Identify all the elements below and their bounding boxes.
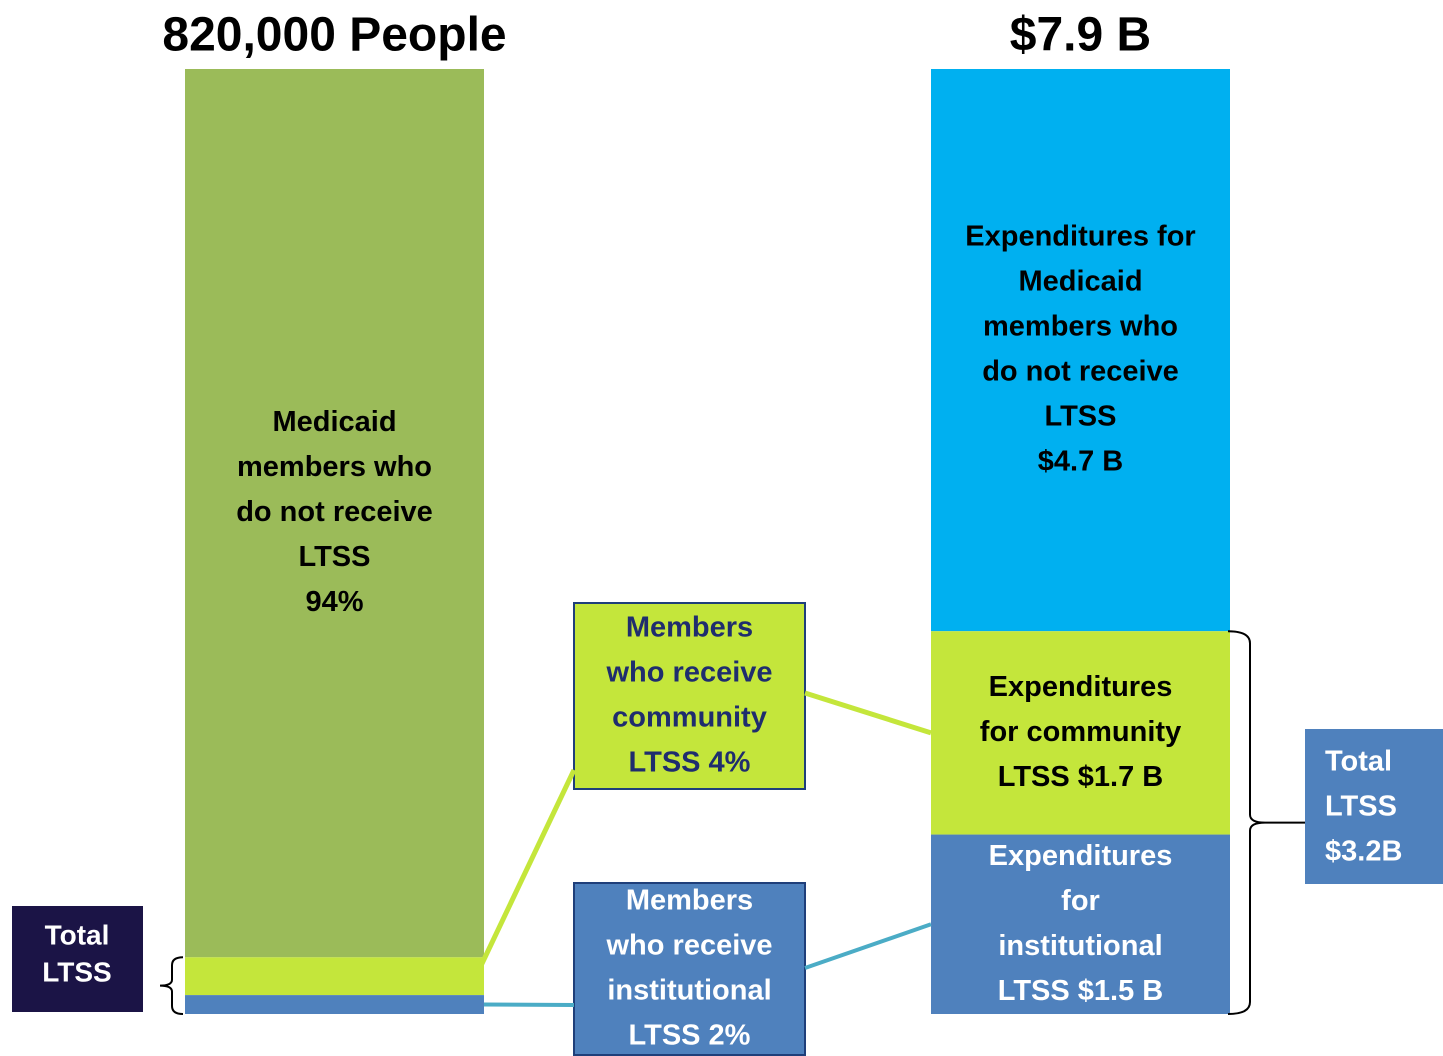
- chart-title: 820,000 People: [162, 9, 506, 62]
- total-label: Total: [1325, 746, 1392, 778]
- segment-label: who receive: [605, 656, 772, 688]
- total-label: Total: [45, 919, 110, 950]
- segment-label: Medicaid: [272, 406, 396, 438]
- label-line: do not receive: [236, 496, 433, 528]
- value-label: $1.5 B: [1078, 974, 1163, 1006]
- segment-label: who receive: [605, 929, 772, 961]
- label-line: who receive: [605, 929, 772, 961]
- value-label: 94%: [305, 586, 363, 618]
- segment-label: Expenditures: [989, 671, 1173, 703]
- bar-segment: [931, 834, 1230, 1014]
- label-line: institutional: [998, 929, 1162, 961]
- segment-label: members who: [237, 451, 432, 483]
- value-label: $4.7 B: [1038, 445, 1123, 477]
- segment-label: Expenditures for: [965, 220, 1195, 252]
- label-line: for: [1061, 884, 1100, 916]
- label-line: LTSS: [629, 1019, 701, 1051]
- total-label: LTSS: [1325, 791, 1397, 823]
- callout-box: [573, 882, 806, 1056]
- label-line: members who: [237, 451, 432, 483]
- segment-label: LTSS: [299, 541, 371, 573]
- total-box: [12, 906, 143, 1012]
- label-line: LTSS: [629, 746, 701, 778]
- label-line: community: [612, 701, 767, 733]
- bar-segment: [185, 995, 484, 1014]
- segment-label: Members: [626, 884, 753, 916]
- segment-label: community: [612, 701, 767, 733]
- chart-title: $7.9 B: [1010, 9, 1151, 62]
- label-line: Expenditures: [989, 839, 1173, 871]
- callout-box: [573, 602, 806, 790]
- label-line: who receive: [605, 656, 772, 688]
- total-value-label: $3.2B: [1325, 836, 1402, 868]
- segment-label: do not receive: [982, 355, 1179, 387]
- segment-label: LTSS 2%: [629, 1019, 751, 1051]
- segment-label: institutional: [607, 974, 771, 1006]
- segment-label: for: [1061, 884, 1100, 916]
- segment-label: LTSS 4%: [629, 746, 751, 778]
- segment-label: LTSS: [1045, 400, 1117, 432]
- value-label: 4%: [709, 746, 751, 778]
- label-line: Expenditures: [989, 671, 1173, 703]
- segment-label: for community: [980, 716, 1181, 748]
- label-line: Medicaid: [1018, 265, 1142, 297]
- segment-label: Expenditures: [989, 839, 1173, 871]
- label-line: LTSS: [299, 541, 371, 573]
- label-line: do not receive: [982, 355, 1179, 387]
- segment-label: do not receive: [236, 496, 433, 528]
- connector: [804, 922, 932, 970]
- bar-segment: [931, 69, 1230, 632]
- brace: [159, 956, 184, 1015]
- label-line: LTSS: [998, 974, 1070, 1006]
- connector: [804, 690, 932, 736]
- connector: [473, 768, 577, 978]
- segment-label: institutional: [998, 929, 1162, 961]
- segment-label: LTSS $1.5 B: [998, 974, 1163, 1006]
- label-line: Expenditures for: [965, 220, 1195, 252]
- label-line: for community: [980, 716, 1181, 748]
- brace: [1227, 630, 1266, 1015]
- label-line: LTSS: [1045, 400, 1117, 432]
- bar-segment: [931, 631, 1230, 835]
- label-line: Medicaid: [272, 406, 396, 438]
- bar-segment: [185, 957, 484, 996]
- segment-label: LTSS $1.7 B: [998, 761, 1163, 793]
- segment-label: Medicaid: [1018, 265, 1142, 297]
- label-line: institutional: [607, 974, 771, 1006]
- total-label: LTSS: [42, 956, 111, 987]
- label-line: Members: [626, 611, 753, 643]
- bar-segment: [185, 69, 484, 958]
- total-box: [1305, 729, 1443, 884]
- label-line: Members: [626, 884, 753, 916]
- label-line: LTSS: [998, 761, 1070, 793]
- label-line: members who: [983, 310, 1178, 342]
- segment-label: Members: [626, 611, 753, 643]
- segment-label: members who: [983, 310, 1178, 342]
- value-label: 2%: [709, 1019, 751, 1051]
- value-label: $1.7 B: [1078, 761, 1163, 793]
